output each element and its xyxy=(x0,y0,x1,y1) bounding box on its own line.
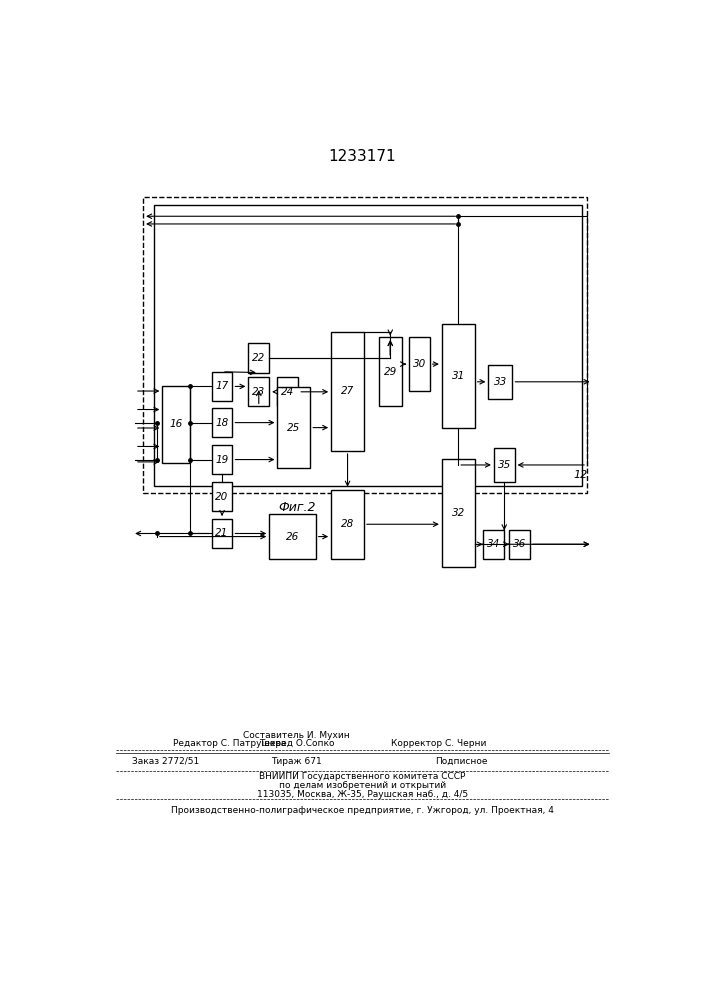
Bar xyxy=(211,482,233,511)
Bar xyxy=(379,337,402,406)
Text: Корректор С. Черни: Корректор С. Черни xyxy=(392,739,486,748)
Text: 20: 20 xyxy=(216,492,228,502)
Text: по делам изобретений и открытий: по делам изобретений и открытий xyxy=(279,781,446,790)
Bar xyxy=(248,377,269,406)
Bar xyxy=(442,324,474,428)
Bar xyxy=(331,490,364,559)
Text: 12: 12 xyxy=(573,470,588,480)
Bar xyxy=(211,519,233,548)
Text: Тираж 671: Тираж 671 xyxy=(271,757,322,766)
Text: 21: 21 xyxy=(216,528,228,538)
Bar xyxy=(211,445,233,474)
Text: Заказ 2772/51: Заказ 2772/51 xyxy=(132,757,199,766)
Bar xyxy=(211,408,233,437)
Bar xyxy=(144,197,587,493)
Bar xyxy=(494,448,515,482)
Text: Редактор С. Патрушева: Редактор С. Патрушева xyxy=(173,739,286,748)
Text: ВНИИПИ Государственного комитета СССР: ВНИИПИ Государственного комитета СССР xyxy=(259,772,465,781)
Bar xyxy=(509,530,530,559)
Text: Производственно-полиграфическое предприятие, г. Ужгород, ул. Проектная, 4: Производственно-полиграфическое предприя… xyxy=(171,806,554,815)
Bar xyxy=(442,459,474,567)
Text: 18: 18 xyxy=(216,418,228,428)
Bar xyxy=(154,205,582,486)
Bar xyxy=(489,365,513,399)
Text: 29: 29 xyxy=(384,367,397,377)
Text: Составитель И. Мухин: Составитель И. Мухин xyxy=(243,732,350,740)
Text: 36: 36 xyxy=(513,539,526,549)
Bar xyxy=(269,514,316,559)
Text: 27: 27 xyxy=(341,386,354,396)
Text: 16: 16 xyxy=(170,419,182,429)
Bar xyxy=(211,372,233,401)
Bar xyxy=(277,387,310,468)
Text: 113035, Москва, Ж-35, Раушская наб., д. 4/5: 113035, Москва, Ж-35, Раушская наб., д. … xyxy=(257,790,468,799)
Bar xyxy=(248,343,269,373)
Text: 26: 26 xyxy=(286,532,299,542)
Text: 34: 34 xyxy=(486,539,500,549)
Bar xyxy=(409,337,430,391)
Text: 32: 32 xyxy=(452,508,464,518)
Text: 25: 25 xyxy=(287,423,300,433)
Text: 31: 31 xyxy=(452,371,464,381)
Text: 22: 22 xyxy=(252,353,265,363)
Text: 23: 23 xyxy=(252,387,265,397)
Text: 19: 19 xyxy=(216,455,228,465)
Bar xyxy=(163,386,189,463)
Bar xyxy=(483,530,503,559)
Text: 35: 35 xyxy=(498,460,511,470)
Text: 24: 24 xyxy=(281,387,294,397)
Text: Техред О.Сопко: Техред О.Сопко xyxy=(259,739,334,748)
Bar xyxy=(331,332,364,451)
Text: Фиг.2: Фиг.2 xyxy=(278,501,315,514)
Text: 28: 28 xyxy=(341,519,354,529)
Text: 1233171: 1233171 xyxy=(329,149,396,164)
Text: 30: 30 xyxy=(413,359,426,369)
Text: Подписное: Подписное xyxy=(435,757,487,766)
Bar xyxy=(277,377,298,406)
Text: 33: 33 xyxy=(493,377,507,387)
Text: 17: 17 xyxy=(216,381,228,391)
